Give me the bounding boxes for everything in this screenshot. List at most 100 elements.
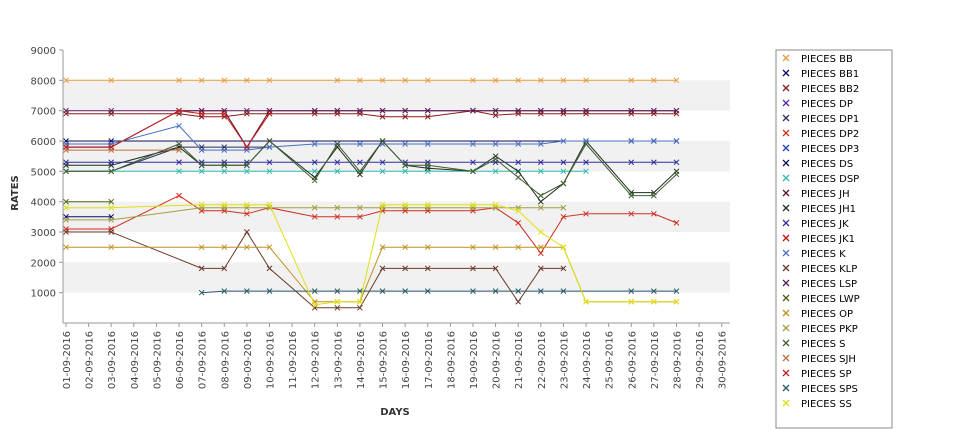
y-axis-title: RATES xyxy=(10,175,21,211)
grid-band xyxy=(63,262,730,293)
legend-label: PIECES DSP xyxy=(801,174,859,185)
data-point xyxy=(651,159,657,166)
data-point xyxy=(63,144,69,150)
data-point xyxy=(560,265,567,272)
x-tick-label: 16-09-2016 xyxy=(401,331,412,389)
data-point xyxy=(515,77,522,84)
data-point xyxy=(673,77,680,84)
data-point xyxy=(537,198,544,205)
legend-label: PIECES JK1 xyxy=(801,234,855,245)
series-line-pieces-k xyxy=(66,125,677,151)
data-point xyxy=(311,213,318,220)
data-point xyxy=(470,77,476,84)
y-tick-label: 4000 xyxy=(31,198,56,209)
data-point xyxy=(560,288,567,295)
data-point xyxy=(379,265,386,272)
data-point xyxy=(537,77,544,84)
data-point xyxy=(198,110,205,117)
x-tick-label: 29-09-2016 xyxy=(695,331,706,389)
data-point xyxy=(108,198,115,205)
data-point xyxy=(651,192,657,199)
data-point xyxy=(334,288,341,295)
series-line-pieces-sps xyxy=(201,290,677,294)
data-point xyxy=(357,304,363,311)
data-point xyxy=(108,144,115,150)
x-tick-label: 12-09-2016 xyxy=(311,331,322,389)
legend: PIECES BB PIECES BB1 PIECES BB2 PIECES DP PI… xyxy=(775,49,893,429)
data-point xyxy=(470,141,476,147)
data-point xyxy=(537,141,544,147)
data-point xyxy=(108,217,115,223)
data-point xyxy=(583,77,589,84)
data-point xyxy=(334,107,341,114)
data-point xyxy=(357,141,363,147)
data-point xyxy=(470,107,476,114)
data-point xyxy=(311,301,318,308)
data-point xyxy=(266,288,273,295)
legend-label: PIECES K xyxy=(801,249,846,260)
data-point xyxy=(424,244,431,251)
data-point xyxy=(266,110,273,117)
data-point xyxy=(492,77,499,84)
data-point xyxy=(583,159,589,166)
grid-band xyxy=(63,80,730,111)
data-point xyxy=(63,244,69,251)
data-point xyxy=(379,244,386,251)
data-point xyxy=(266,159,273,166)
data-point xyxy=(221,288,228,295)
data-point xyxy=(492,156,499,163)
data-point xyxy=(492,112,499,119)
data-point xyxy=(470,168,476,175)
legend-marker xyxy=(782,219,790,227)
data-point xyxy=(176,159,182,166)
data-point xyxy=(673,171,680,178)
data-point xyxy=(334,213,341,220)
data-point xyxy=(583,210,589,217)
data-point xyxy=(537,107,544,114)
x-tick-label: 23-09-2016 xyxy=(559,331,570,389)
data-point xyxy=(402,244,409,251)
legend-label: PIECES DP1 xyxy=(801,114,859,125)
data-point xyxy=(560,180,567,187)
y-tick-label: 2000 xyxy=(31,258,56,269)
data-point xyxy=(651,138,657,144)
legend-label: PIECES DS xyxy=(801,159,853,170)
data-point xyxy=(176,107,182,114)
data-point xyxy=(379,138,386,144)
data-point xyxy=(198,77,205,84)
x-tick-label: 07-09-2016 xyxy=(198,331,209,389)
data-point xyxy=(537,250,544,257)
data-point xyxy=(176,168,182,175)
data-point xyxy=(424,141,431,147)
legend-label: PIECES SP xyxy=(801,369,852,380)
data-point xyxy=(198,168,205,175)
data-point xyxy=(470,265,476,272)
data-point xyxy=(560,168,567,175)
x-tick-label: 25-09-2016 xyxy=(605,331,616,389)
data-point xyxy=(221,110,228,117)
data-point xyxy=(492,107,499,114)
legend-marker xyxy=(782,339,790,347)
legend-label: PIECES JK xyxy=(801,219,849,230)
data-point xyxy=(628,298,635,305)
x-tick-label: 22-09-2016 xyxy=(537,331,548,389)
legend-label: PIECES SS xyxy=(801,399,852,410)
data-point xyxy=(537,192,544,199)
x-axis-title: DAYS xyxy=(380,407,410,418)
data-point xyxy=(244,244,250,251)
data-point xyxy=(537,244,544,251)
data-point xyxy=(357,77,363,84)
data-point xyxy=(492,141,499,147)
data-point xyxy=(221,162,228,169)
data-point xyxy=(176,77,182,84)
data-point xyxy=(402,141,409,147)
data-point xyxy=(221,201,228,208)
data-point xyxy=(402,107,409,114)
data-point xyxy=(357,298,363,305)
legend-box xyxy=(775,49,893,429)
series-lines xyxy=(63,77,680,311)
data-point xyxy=(515,244,522,251)
data-point xyxy=(221,147,228,153)
legend-label: PIECES KLP xyxy=(801,264,857,275)
